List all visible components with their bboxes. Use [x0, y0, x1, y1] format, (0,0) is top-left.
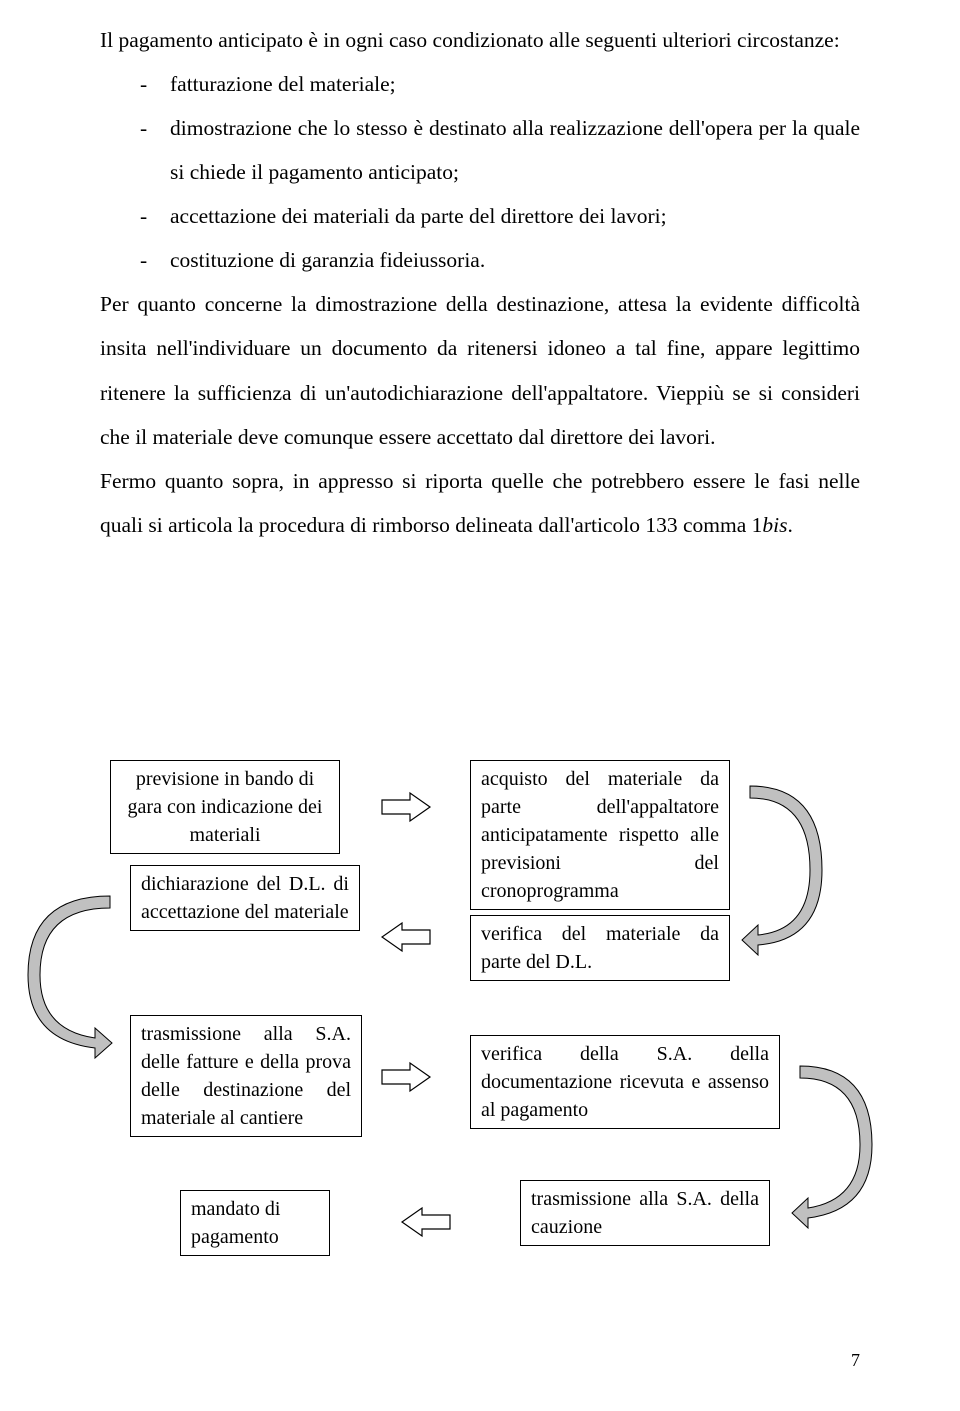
arrow-curve-down-icon	[740, 780, 835, 960]
bullet-list: - fatturazione del materiale; - dimostra…	[100, 62, 860, 282]
bullet-text: dimostrazione che lo stesso è destinato …	[170, 106, 860, 194]
box-mandato: mandato di pagamento	[180, 1190, 330, 1256]
p2b-end: .	[787, 513, 792, 537]
bullet-text: costituzione di garanzia fideiussoria.	[170, 238, 860, 282]
p2b-text: Fermo quanto sopra, in appresso si ripor…	[100, 469, 860, 537]
box-dichiarazione: dichiarazione del D.L. di accettazione d…	[130, 865, 360, 931]
bullet-text: accettazione dei materiali da parte del …	[170, 194, 860, 238]
box-acquisto: acquisto del materiale da parte dell'app…	[470, 760, 730, 910]
arrow-curve-down-icon	[790, 1060, 885, 1230]
box-verifica-sa: verifica della S.A. della documentazione…	[470, 1035, 780, 1129]
box-trasmissione-fatture: trasmissione alla S.A. delle fatture e d…	[130, 1015, 362, 1137]
bullet-dash: -	[140, 106, 170, 194]
bullet-item: - accettazione dei materiali da parte de…	[100, 194, 860, 238]
arrow-curve-left-icon	[0, 890, 115, 1060]
arrow-right-icon	[380, 790, 435, 824]
page-number: 7	[851, 1350, 860, 1371]
body-text: Il pagamento anticipato è in ogni caso c…	[100, 18, 860, 547]
arrow-left-icon	[400, 1205, 455, 1239]
page: Il pagamento anticipato è in ogni caso c…	[0, 0, 960, 1411]
bullet-text: fatturazione del materiale;	[170, 62, 860, 106]
bullet-dash: -	[140, 194, 170, 238]
bullet-item: - costituzione di garanzia fideiussoria.	[100, 238, 860, 282]
paragraph-intro: Il pagamento anticipato è in ogni caso c…	[100, 18, 860, 62]
paragraph-2b: Fermo quanto sopra, in appresso si ripor…	[100, 459, 860, 547]
box-trasmissione-cauzione: trasmissione alla S.A. della cauzione	[520, 1180, 770, 1246]
paragraph-2a: Per quanto concerne la dimostrazione del…	[100, 282, 860, 458]
arrow-left-icon	[380, 920, 435, 954]
arrow-right-icon	[380, 1060, 435, 1094]
box-previsione: previsione in bando di gara con indicazi…	[110, 760, 340, 854]
box-verifica-dl: verifica del materiale da parte del D.L.	[470, 915, 730, 981]
bullet-item: - fatturazione del materiale;	[100, 62, 860, 106]
bullet-dash: -	[140, 238, 170, 282]
bullet-item: - dimostrazione che lo stesso è destinat…	[100, 106, 860, 194]
p2b-italic: bis	[762, 513, 787, 537]
bullet-dash: -	[140, 62, 170, 106]
